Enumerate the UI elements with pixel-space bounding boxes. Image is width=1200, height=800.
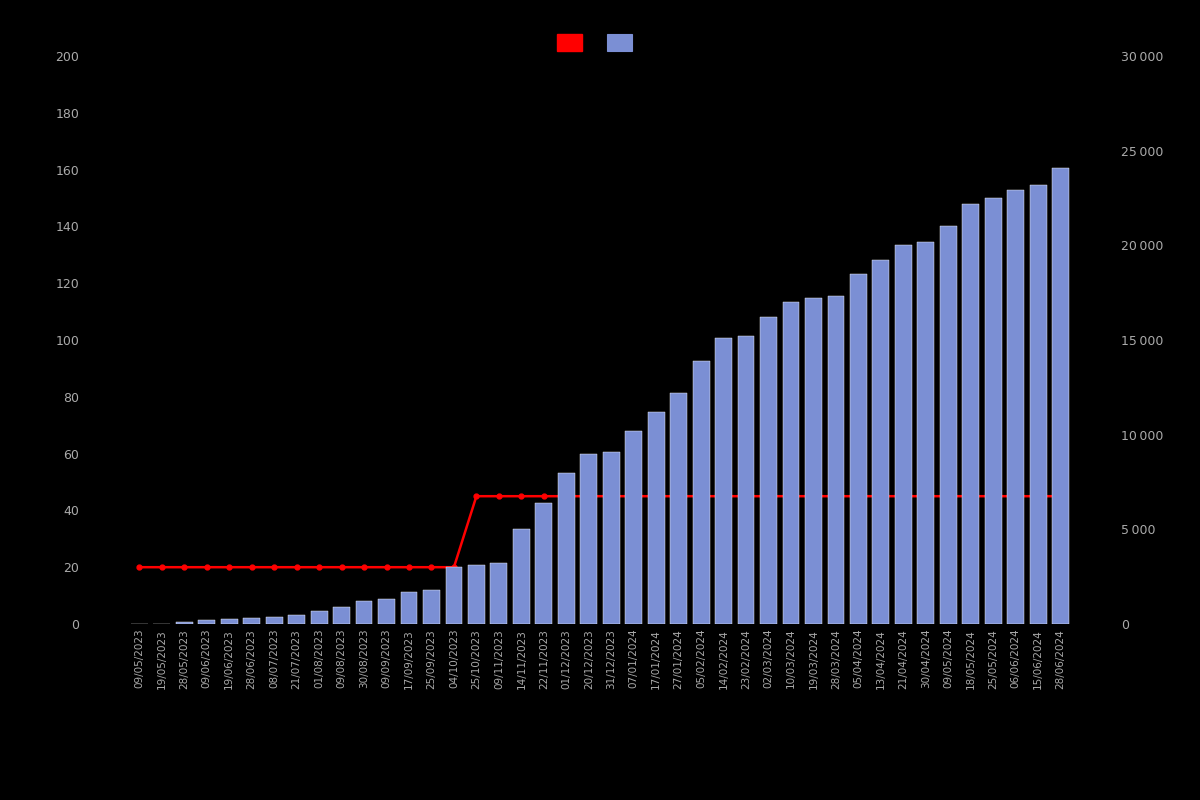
Bar — [355, 602, 372, 624]
Bar — [401, 592, 418, 624]
Bar — [648, 412, 665, 624]
Bar — [491, 563, 508, 624]
Bar — [221, 619, 238, 624]
Bar — [581, 454, 598, 624]
Bar — [625, 431, 642, 624]
Bar — [828, 297, 845, 624]
Bar — [602, 452, 619, 624]
Bar — [985, 198, 1002, 624]
Bar — [1030, 185, 1046, 624]
Bar — [176, 622, 193, 624]
Bar — [782, 302, 799, 624]
Bar — [311, 610, 328, 624]
Bar — [424, 590, 440, 624]
Bar — [738, 336, 755, 624]
Bar — [535, 503, 552, 624]
Bar — [334, 607, 350, 624]
Bar — [962, 204, 979, 624]
Bar — [850, 274, 866, 624]
Bar — [1007, 190, 1024, 624]
Bar — [760, 318, 776, 624]
Bar — [1052, 168, 1069, 624]
Bar — [244, 618, 260, 624]
Bar — [918, 242, 935, 624]
Bar — [872, 261, 889, 624]
Bar — [512, 530, 529, 624]
Bar — [671, 393, 688, 624]
Bar — [288, 614, 305, 624]
Bar — [468, 566, 485, 624]
Bar — [265, 618, 282, 624]
Bar — [445, 567, 462, 624]
Bar — [715, 338, 732, 624]
Bar — [198, 620, 215, 624]
Legend: , : , — [551, 29, 649, 57]
Bar — [895, 246, 912, 624]
Bar — [558, 473, 575, 624]
Bar — [692, 361, 709, 624]
Bar — [805, 298, 822, 624]
Bar — [940, 226, 956, 624]
Bar — [378, 599, 395, 624]
